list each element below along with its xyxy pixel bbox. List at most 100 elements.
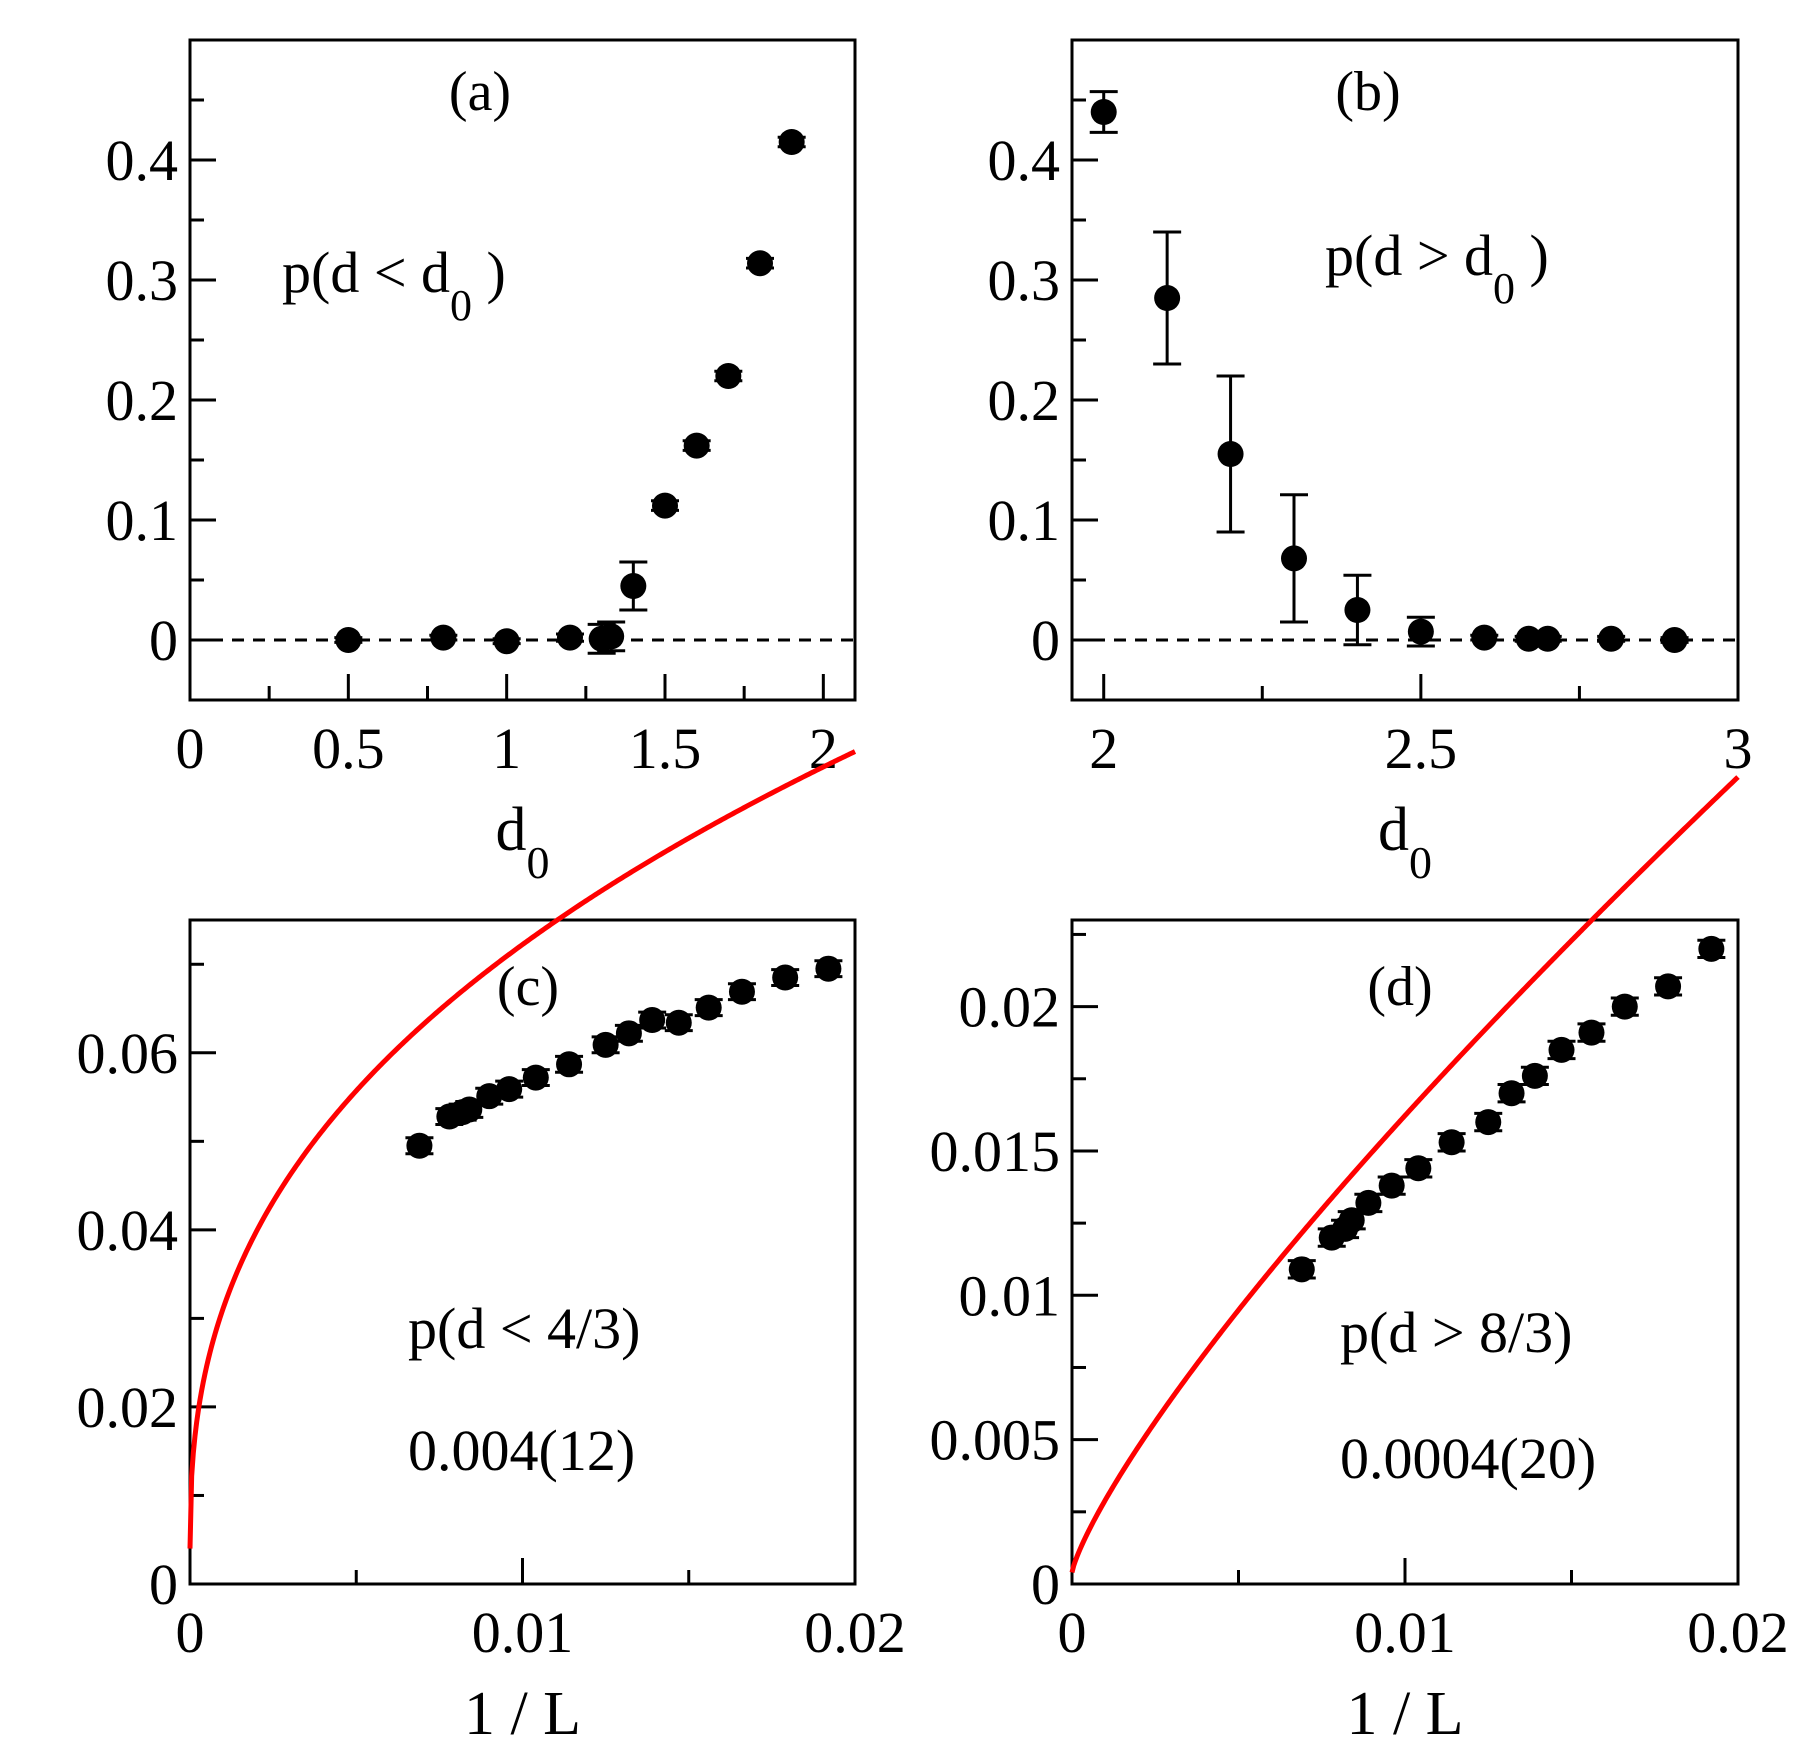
x-tick-label: 2: [1089, 716, 1118, 781]
y-tick-label: 0: [1031, 608, 1060, 673]
annotation-subscript: 0: [450, 281, 472, 330]
x-axis-title: 1 / L: [1346, 1680, 1463, 1748]
data-marker: [1471, 624, 1498, 651]
annotation-line1: p(d > 8/3): [1340, 1300, 1572, 1365]
y-tick-label: 0.2: [106, 368, 179, 433]
data-point: [1610, 993, 1639, 1020]
data-marker: [728, 978, 755, 1005]
data-marker: [1378, 1172, 1405, 1199]
y-tick-label: 0.3: [106, 248, 179, 313]
data-marker: [1611, 993, 1638, 1020]
data-point: [1660, 627, 1689, 653]
x-tick-label: 0: [176, 1600, 205, 1665]
data-point: [1404, 1155, 1433, 1182]
data-marker: [430, 624, 457, 651]
data-point: [1089, 90, 1118, 134]
data-marker: [1655, 973, 1682, 1000]
data-point: [334, 627, 363, 653]
data-marker: [496, 1076, 523, 1103]
data-marker: [598, 623, 625, 650]
data-marker: [652, 492, 678, 519]
data-marker: [683, 432, 710, 459]
x-axis-title: d0: [1378, 796, 1432, 888]
annotation: p(d > d0 ): [1325, 223, 1549, 313]
data-point: [614, 1020, 643, 1047]
y-tick-label: 0.3: [988, 248, 1061, 313]
annotation-subscript: 0: [1493, 264, 1515, 313]
y-tick-label: 0.005: [930, 1408, 1061, 1473]
data-marker: [1661, 627, 1688, 653]
annotation-tail: ): [1515, 223, 1549, 288]
data-point: [1406, 615, 1435, 648]
data-point: [1497, 1080, 1526, 1107]
data-marker: [1154, 285, 1181, 311]
data-marker: [778, 129, 805, 155]
data-point: [1437, 1129, 1466, 1156]
data-point: [521, 1064, 550, 1091]
data-point: [777, 129, 806, 155]
data-marker: [615, 1020, 642, 1047]
fit-curve: [1069, 775, 1740, 1574]
x-tick-label: 0.02: [804, 1600, 906, 1665]
y-tick-label: 0.1: [988, 488, 1061, 553]
data-marker: [1498, 1080, 1525, 1107]
data-point: [1474, 1109, 1503, 1136]
data-point: [619, 560, 648, 612]
data-marker: [406, 1132, 433, 1159]
x-axis-title: 1 / L: [464, 1680, 581, 1748]
data-point: [1377, 1172, 1406, 1199]
data-marker: [1217, 441, 1244, 467]
panel-a: 0 0.5 1 1.5 200.10.20.30.4d0(a)p(d < d0 ): [106, 38, 857, 888]
data-point: [1520, 1062, 1549, 1089]
data-point: [1216, 374, 1245, 534]
data-marker: [1578, 1019, 1605, 1046]
data-point: [814, 955, 843, 982]
y-tick-label: 0: [1031, 1552, 1060, 1617]
data-point: [1343, 573, 1372, 647]
annotation-tail: ): [472, 240, 506, 305]
x-tick-label: 1.5: [629, 716, 702, 781]
data-marker: [1355, 1189, 1382, 1216]
data-point: [1597, 625, 1626, 652]
data-marker: [1475, 1109, 1502, 1136]
data-marker: [1598, 625, 1625, 652]
data-marker: [1288, 1256, 1315, 1283]
data-point: [591, 1031, 620, 1058]
y-tick-label: 0.04: [77, 1198, 179, 1263]
data-point: [694, 994, 723, 1021]
annotation-line2: 0.004(12): [408, 1418, 635, 1483]
data-marker: [772, 964, 799, 991]
data-marker: [1281, 545, 1307, 572]
data-marker: [815, 955, 842, 982]
panel-label: (b): [1335, 61, 1400, 123]
data-marker: [1548, 1036, 1575, 1063]
data-marker: [665, 1009, 692, 1036]
y-tick-label: 0.1: [106, 488, 179, 553]
x-axis-title-main: 1 / L: [1346, 1680, 1463, 1748]
fit-curve: [187, 749, 857, 1549]
y-tick-label: 0.02: [959, 975, 1061, 1040]
data-point: [664, 1009, 693, 1036]
data-marker: [695, 994, 722, 1021]
data-point: [651, 492, 679, 519]
data-marker: [1534, 625, 1561, 652]
plot-frame: [1070, 38, 1740, 702]
data-point: [746, 250, 774, 277]
data-marker: [557, 624, 583, 651]
data-marker: [1338, 1207, 1365, 1234]
x-axis-title-main: d: [496, 796, 527, 864]
data-marker: [493, 628, 520, 655]
panel-c: 0 0.01 0.02 0 0.02 0.04 0.06 1 / L (c) p(d < 4/3)…: [77, 749, 906, 1748]
panel-b: 2 2.5 300.10.20.30.4d0(b)p(d > d0 ): [988, 38, 1753, 888]
x-tick-label: 1: [492, 716, 521, 781]
data-point: [1533, 625, 1562, 652]
data-marker: [715, 363, 742, 389]
data-marker: [639, 1007, 666, 1034]
x-axis-title: d0: [496, 796, 550, 888]
data-marker: [1521, 1062, 1548, 1089]
data-point: [771, 964, 800, 991]
x-tick-label: 0: [1058, 1600, 1087, 1665]
x-tick-label: 0.01: [472, 1600, 574, 1665]
y-tick-label: 0: [149, 1552, 178, 1617]
